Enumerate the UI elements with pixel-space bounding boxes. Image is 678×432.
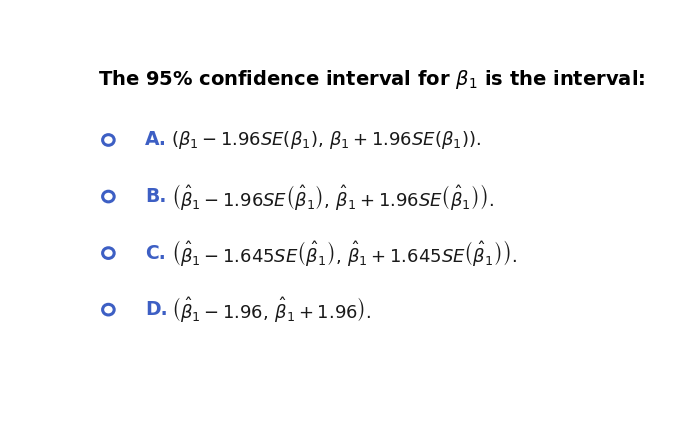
Text: $\left(\beta_1 - 1.96SE\left(\beta_1\right),\, \beta_1 + 1.96SE\left(\beta_1\rig: $\left(\beta_1 - 1.96SE\left(\beta_1\rig… [172, 129, 481, 151]
Text: B.: B. [145, 187, 167, 206]
Text: $\left(\hat{\beta}_1 - 1.645SE\left(\hat{\beta}_1\right),\, \hat{\beta}_1 + 1.64: $\left(\hat{\beta}_1 - 1.645SE\left(\hat… [172, 238, 517, 268]
Text: $\left(\hat{\beta}_1 - 1.96,\, \hat{\beta}_1 + 1.96\right).$: $\left(\hat{\beta}_1 - 1.96,\, \hat{\bet… [172, 295, 372, 324]
Text: A.: A. [145, 130, 167, 149]
Text: D.: D. [145, 300, 167, 319]
Text: C.: C. [145, 244, 166, 263]
Text: The 95% confidence interval for $\beta_1$ is the interval:: The 95% confidence interval for $\beta_1… [98, 68, 645, 92]
Text: $\left(\hat{\beta}_1 - 1.96SE\left(\hat{\beta}_1\right),\, \hat{\beta}_1 + 1.96S: $\left(\hat{\beta}_1 - 1.96SE\left(\hat{… [172, 181, 495, 212]
